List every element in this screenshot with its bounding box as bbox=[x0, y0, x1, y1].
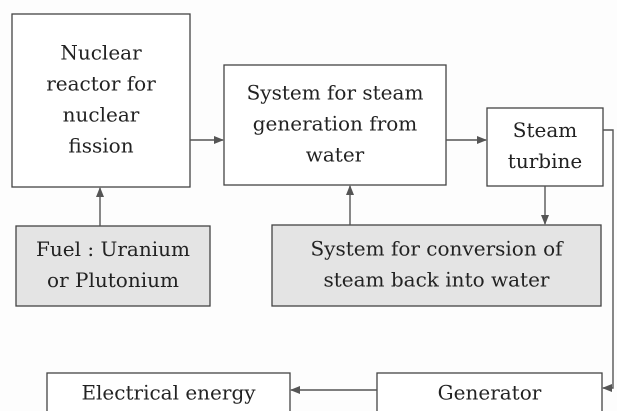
node: Steam turbine bbox=[486, 107, 604, 187]
node: Nuclear reactor for nuclear fission bbox=[11, 13, 191, 188]
node-label: generation from bbox=[253, 112, 418, 136]
node-label: or Plutonium bbox=[47, 268, 179, 292]
node-label: turbine bbox=[508, 149, 582, 173]
node-box bbox=[15, 225, 211, 307]
arrow bbox=[602, 129, 614, 392]
node-label: reactor for bbox=[46, 72, 156, 96]
node-box bbox=[46, 372, 291, 411]
node: System for steam generation from water bbox=[223, 64, 447, 186]
node-box bbox=[376, 372, 603, 411]
node-label: water bbox=[306, 143, 365, 167]
node-label: Generator bbox=[438, 381, 542, 405]
node-label: Electrical energy bbox=[81, 381, 256, 405]
node: System for conversion of steam back into … bbox=[271, 224, 602, 307]
node-box bbox=[11, 13, 191, 188]
node-label: System for steam bbox=[247, 81, 424, 105]
node: Generator bbox=[376, 372, 603, 411]
node-label: System for conversion of bbox=[310, 237, 564, 261]
node-label: fission bbox=[68, 134, 133, 158]
node: Electrical energy bbox=[46, 372, 291, 411]
node-box bbox=[271, 224, 602, 307]
node-box bbox=[486, 107, 604, 187]
node-box bbox=[223, 64, 447, 186]
node-label: steam back into water bbox=[324, 268, 550, 292]
node-label: Fuel : Uranium bbox=[36, 237, 190, 261]
node-label: Steam bbox=[513, 118, 577, 142]
node: Fuel : Uranium or Plutonium bbox=[15, 225, 211, 307]
node-label: Nuclear bbox=[60, 41, 142, 65]
node-label: nuclear bbox=[63, 103, 140, 127]
